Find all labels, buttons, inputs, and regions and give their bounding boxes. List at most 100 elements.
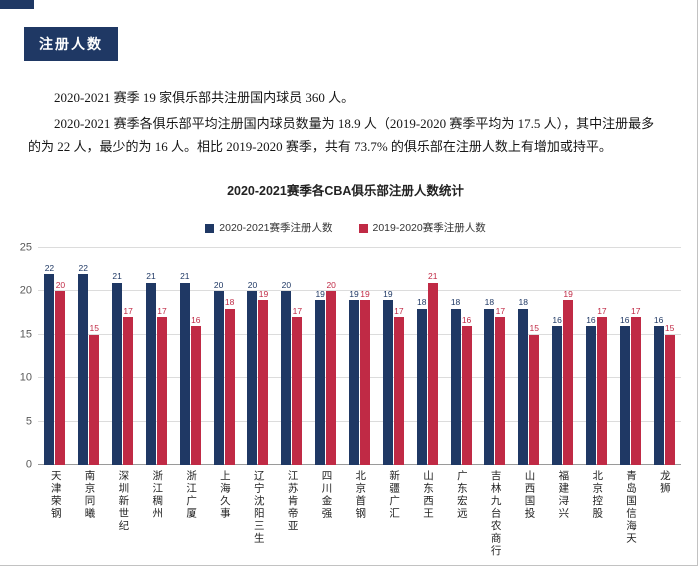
bar-wrapper: 21 [179, 248, 190, 465]
bar-wrapper: 15 [664, 248, 675, 465]
y-tick-label: 20 [19, 284, 32, 297]
paragraph-average-registered: 2020-2021 赛季各俱乐部平均注册国内球员数量为 18.9 人（2019-… [28, 116, 655, 155]
bar-pair: 16 17 [585, 248, 607, 465]
gridline [38, 420, 681, 422]
bar-group: 18 16 [444, 248, 478, 465]
bar [450, 308, 461, 465]
bar [619, 326, 630, 465]
bar-group: 22 20 [38, 248, 72, 465]
bar-wrapper: 17 [596, 248, 607, 465]
x-category-label: 吉林九台农商行 [489, 470, 502, 558]
bar-value-label: 20 [213, 279, 224, 290]
bar-wrapper: 19 [360, 248, 371, 465]
bar-wrapper: 22 [78, 248, 89, 465]
bar [123, 317, 134, 465]
x-category-label: 上海久事 [218, 470, 231, 520]
bar-wrapper: 16 [619, 248, 630, 465]
body-text: 2020-2021 赛季 19 家俱乐部共注册国内球员 360 人。 2020-… [28, 86, 665, 161]
y-tick-label: 25 [19, 241, 32, 254]
bar-group: 21 16 [173, 248, 207, 465]
bar [258, 300, 269, 465]
bar-group: 21 17 [106, 248, 140, 465]
bar-wrapper: 18 [224, 248, 235, 465]
bar [89, 334, 100, 465]
bar [292, 317, 303, 465]
bar [190, 326, 201, 465]
bar [156, 317, 167, 465]
x-category-label: 广东宏远 [455, 470, 468, 520]
bar-value-label: 16 [191, 314, 201, 325]
chart-legend: 2020-2021赛季注册人数 2019-2020赛季注册人数 [10, 222, 681, 234]
bar-wrapper: 18 [484, 248, 495, 465]
bar-value-label: 17 [597, 305, 607, 316]
bar-wrapper: 17 [156, 248, 167, 465]
bar-group: 18 21 [410, 248, 444, 465]
bar-wrapper: 19 [315, 248, 326, 465]
bar-value-label: 15 [529, 323, 539, 334]
bar-wrapper: 15 [89, 248, 100, 465]
bar-value-label: 17 [495, 305, 506, 316]
bar-group: 20 18 [207, 248, 241, 465]
bar [247, 291, 258, 465]
bar-value-label: 21 [112, 271, 122, 282]
bar-value-label: 22 [78, 262, 88, 273]
bar [145, 282, 156, 465]
bar-value-label: 18 [416, 297, 427, 308]
bar-wrapper: 16 [585, 248, 596, 465]
bar-value-label: 21 [180, 271, 190, 282]
bar-value-label: 17 [292, 305, 303, 316]
legend-item-2019-2020: 2019-2020赛季注册人数 [358, 222, 486, 234]
bar-value-label: 20 [247, 279, 258, 290]
bar-value-label: 19 [563, 288, 573, 299]
bar-pair: 18 15 [518, 248, 540, 465]
x-axis: 天津荣钢 南京同曦 深圳新世纪 浙江稠州 浙江广厦 上海久事 辽宁沈阳三生 江苏肯帝亚 四川金强… [38, 465, 681, 558]
bar-value-label: 19 [349, 288, 359, 299]
legend-swatch [205, 223, 215, 233]
bar-pair: 16 19 [552, 248, 574, 465]
bar-pair: 16 15 [653, 248, 675, 465]
bar-wrapper: 20 [247, 248, 258, 465]
bar-pair: 20 19 [247, 248, 269, 465]
bar [112, 282, 123, 465]
x-category-label: 北京控股 [591, 470, 604, 520]
bar-pair: 19 19 [349, 248, 371, 465]
bar-value-label: 19 [360, 288, 370, 299]
x-category-label: 浙江稠州 [151, 470, 164, 520]
bar-wrapper: 17 [123, 248, 134, 465]
bar-value-label: 21 [146, 271, 156, 282]
legend-label: 2019-2020赛季注册人数 [372, 222, 486, 234]
bar-group: 16 17 [580, 248, 614, 465]
bar-pair: 19 20 [315, 248, 337, 465]
bar-value-label: 15 [664, 323, 675, 334]
bar [44, 274, 55, 465]
x-category-label: 南京同曦 [83, 470, 96, 520]
bar-group: 20 17 [275, 248, 309, 465]
bar-pair: 21 16 [179, 248, 201, 465]
bar-wrapper: 20 [55, 248, 66, 465]
bar [179, 282, 190, 465]
registration-chart: 2020-2021赛季各CBA俱乐部注册人数统计 2020-2021赛季注册人数… [10, 184, 681, 558]
bar [518, 308, 529, 465]
bar-value-label: 20 [55, 279, 66, 290]
x-category-label: 新疆广汇 [388, 470, 401, 520]
bar-wrapper: 16 [190, 248, 201, 465]
bar-value-label: 22 [44, 262, 55, 273]
bar-wrapper: 22 [44, 248, 55, 465]
bar-pair: 18 21 [416, 248, 438, 465]
bar-group: 18 17 [478, 248, 512, 465]
bar-value-label: 17 [631, 305, 641, 316]
bar [529, 334, 540, 465]
bar-wrapper: 21 [112, 248, 123, 465]
bar [427, 282, 438, 465]
bar-group: 16 19 [546, 248, 580, 465]
bar-wrapper: 17 [393, 248, 404, 465]
bar-wrapper: 16 [461, 248, 472, 465]
bar [360, 300, 371, 465]
bar-wrapper: 17 [630, 248, 641, 465]
x-category-label: 浙江广厦 [185, 470, 198, 520]
bar-wrapper: 16 [552, 248, 563, 465]
bar-value-label: 16 [620, 314, 630, 325]
bar-group: 16 17 [613, 248, 647, 465]
bar-value-label: 20 [281, 279, 292, 290]
